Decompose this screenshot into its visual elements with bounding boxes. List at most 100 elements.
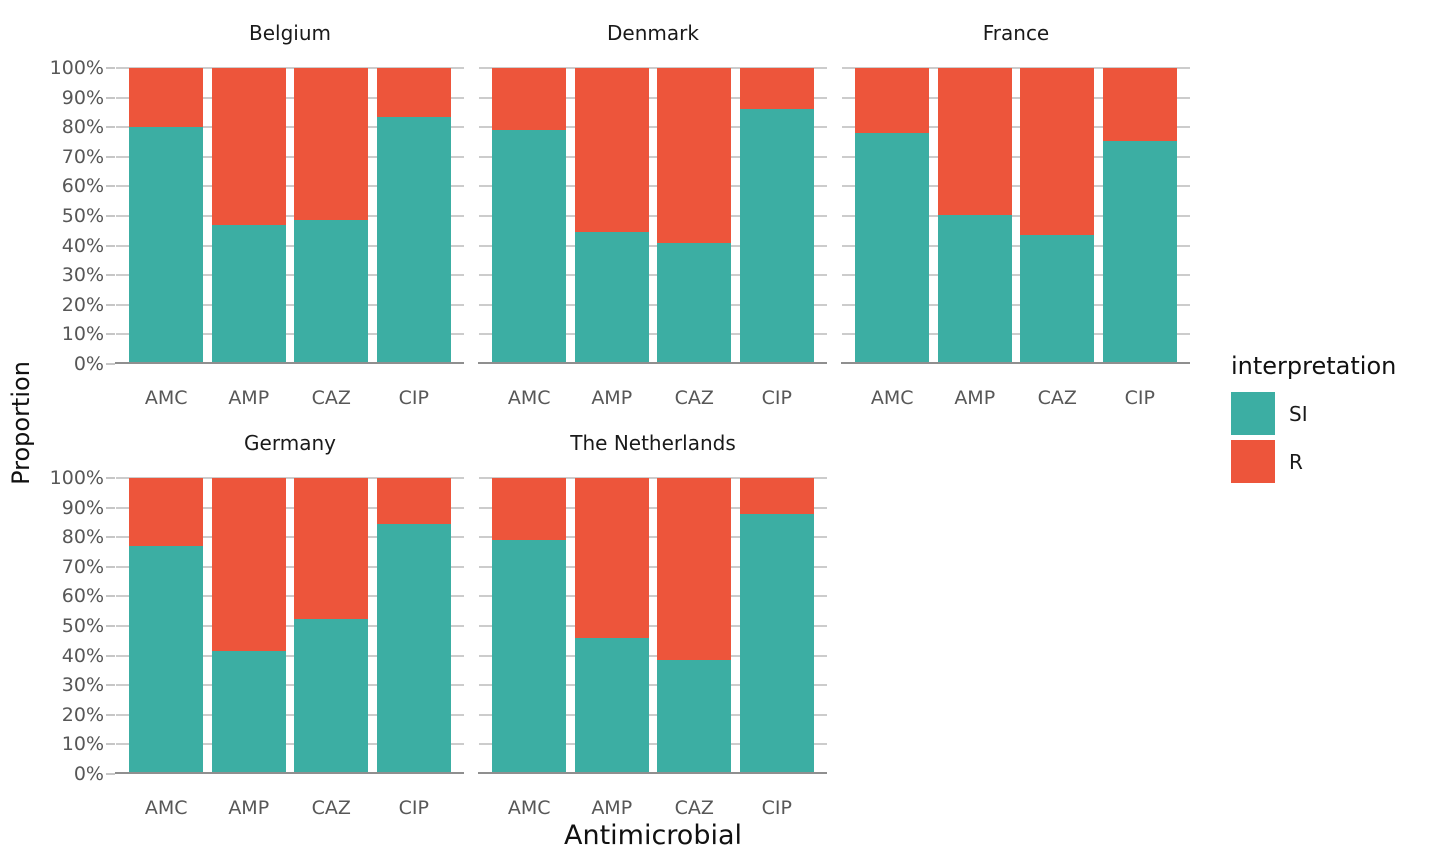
stacked-bar-amp	[211, 68, 286, 364]
gridline	[479, 333, 827, 336]
bar-segment-r	[574, 68, 649, 233]
legend-label: SI	[1289, 401, 1308, 426]
gridline	[479, 654, 827, 657]
stacked-bar-caz	[657, 68, 732, 364]
bar-segment-si	[657, 660, 732, 774]
stacked-bar-amp	[937, 68, 1012, 364]
bar-segment-r	[937, 68, 1012, 215]
x-tick-label-cip: CIP	[1124, 387, 1155, 409]
y-tick-label: 90%	[61, 496, 104, 519]
bar-slot-amc	[851, 68, 934, 364]
y-tick-mark	[106, 536, 115, 539]
gridline	[116, 67, 464, 69]
gridline	[479, 595, 827, 598]
gridline	[116, 625, 464, 627]
bars-group	[488, 68, 818, 364]
bar-segment-si	[492, 130, 567, 364]
x-tick-label-cip: CIP	[761, 387, 792, 409]
x-axis-line	[841, 362, 1190, 364]
stacked-bar-amc	[129, 478, 204, 774]
gridline	[479, 155, 827, 158]
gridline	[116, 215, 464, 217]
y-tick-mark	[106, 363, 115, 365]
stacked-bar-cip	[739, 478, 814, 774]
gridline	[116, 274, 464, 277]
y-tick-mark	[106, 625, 115, 627]
stacked-bar-cip	[376, 478, 451, 774]
gridline	[116, 185, 464, 188]
y-tick-label: 100%	[49, 467, 104, 489]
y-tick-mark	[106, 274, 115, 277]
bar-slot-caz	[653, 478, 736, 774]
gridline	[842, 185, 1190, 188]
facet-title: Germany	[244, 431, 336, 455]
bar-segment-r	[739, 478, 814, 514]
gridline	[842, 155, 1190, 158]
bar-segment-r	[294, 68, 369, 221]
y-tick-mark	[106, 565, 115, 568]
facet-panel	[841, 67, 1190, 364]
y-tick-mark	[106, 595, 115, 598]
legend-swatch-si	[1231, 392, 1275, 435]
stacked-bar-amp	[211, 478, 286, 774]
bar-segment-r	[657, 68, 732, 243]
x-axis-line	[115, 772, 464, 774]
x-tick-label-amp: AMP	[591, 797, 633, 819]
x-tick-label-caz: CAZ	[674, 797, 714, 819]
bars-group	[488, 478, 818, 774]
stacked-bar-amp	[574, 68, 649, 364]
gridline	[479, 215, 827, 217]
stacked-bar-caz	[1020, 68, 1095, 364]
y-tick-mark	[106, 96, 115, 99]
y-tick-mark	[106, 126, 115, 129]
x-tick-label-amc: AMC	[144, 797, 188, 819]
bar-segment-si	[1020, 235, 1095, 364]
bar-segment-r	[492, 478, 567, 541]
bar-slot-caz	[290, 478, 373, 774]
gridline	[479, 96, 827, 99]
y-tick-mark	[106, 155, 115, 158]
gridline	[479, 743, 827, 746]
bar-slot-caz	[653, 68, 736, 364]
y-tick-mark	[106, 185, 115, 188]
gridline	[116, 244, 464, 247]
gridline	[479, 67, 827, 69]
bar-slot-caz	[1016, 68, 1099, 364]
x-tick-label-cip: CIP	[398, 387, 429, 409]
y-tick-label: 80%	[61, 526, 104, 549]
legend-title: interpretation	[1231, 352, 1397, 380]
y-tick-label: 60%	[61, 585, 104, 608]
y-tick-mark	[106, 333, 115, 336]
bar-segment-si	[937, 214, 1012, 364]
gridline	[479, 625, 827, 627]
bar-slot-cip	[1099, 68, 1182, 364]
bar-segment-r	[129, 478, 204, 547]
gridline	[116, 477, 464, 479]
y-tick-label: 40%	[61, 644, 104, 667]
y-tick-mark	[106, 477, 115, 479]
bars-group	[125, 68, 455, 364]
facet-title: Belgium	[249, 21, 331, 45]
x-tick-label-amc: AMC	[144, 387, 188, 409]
stacked-bar-amc	[129, 68, 204, 364]
gridline	[842, 303, 1190, 306]
bar-segment-r	[211, 68, 286, 225]
bars-group	[125, 478, 455, 774]
x-axis-line	[115, 362, 464, 364]
stacked-bar-caz	[657, 478, 732, 774]
stacked-bar-caz	[294, 68, 369, 364]
facet-title: The Netherlands	[570, 431, 736, 455]
x-tick-label-caz: CAZ	[674, 387, 714, 409]
gridline	[479, 565, 827, 568]
gridline	[479, 126, 827, 129]
bar-slot-amc	[125, 478, 208, 774]
stacked-bar-caz	[294, 478, 369, 774]
x-tick-label-amp: AMP	[591, 387, 633, 409]
y-tick-label: 50%	[61, 615, 104, 637]
y-tick-label: 30%	[61, 674, 104, 697]
x-axis-line	[478, 362, 827, 364]
y-tick-mark	[106, 773, 115, 775]
y-tick-label: 70%	[61, 555, 104, 578]
facet-panel	[478, 67, 827, 364]
x-tick-label-cip: CIP	[398, 797, 429, 819]
